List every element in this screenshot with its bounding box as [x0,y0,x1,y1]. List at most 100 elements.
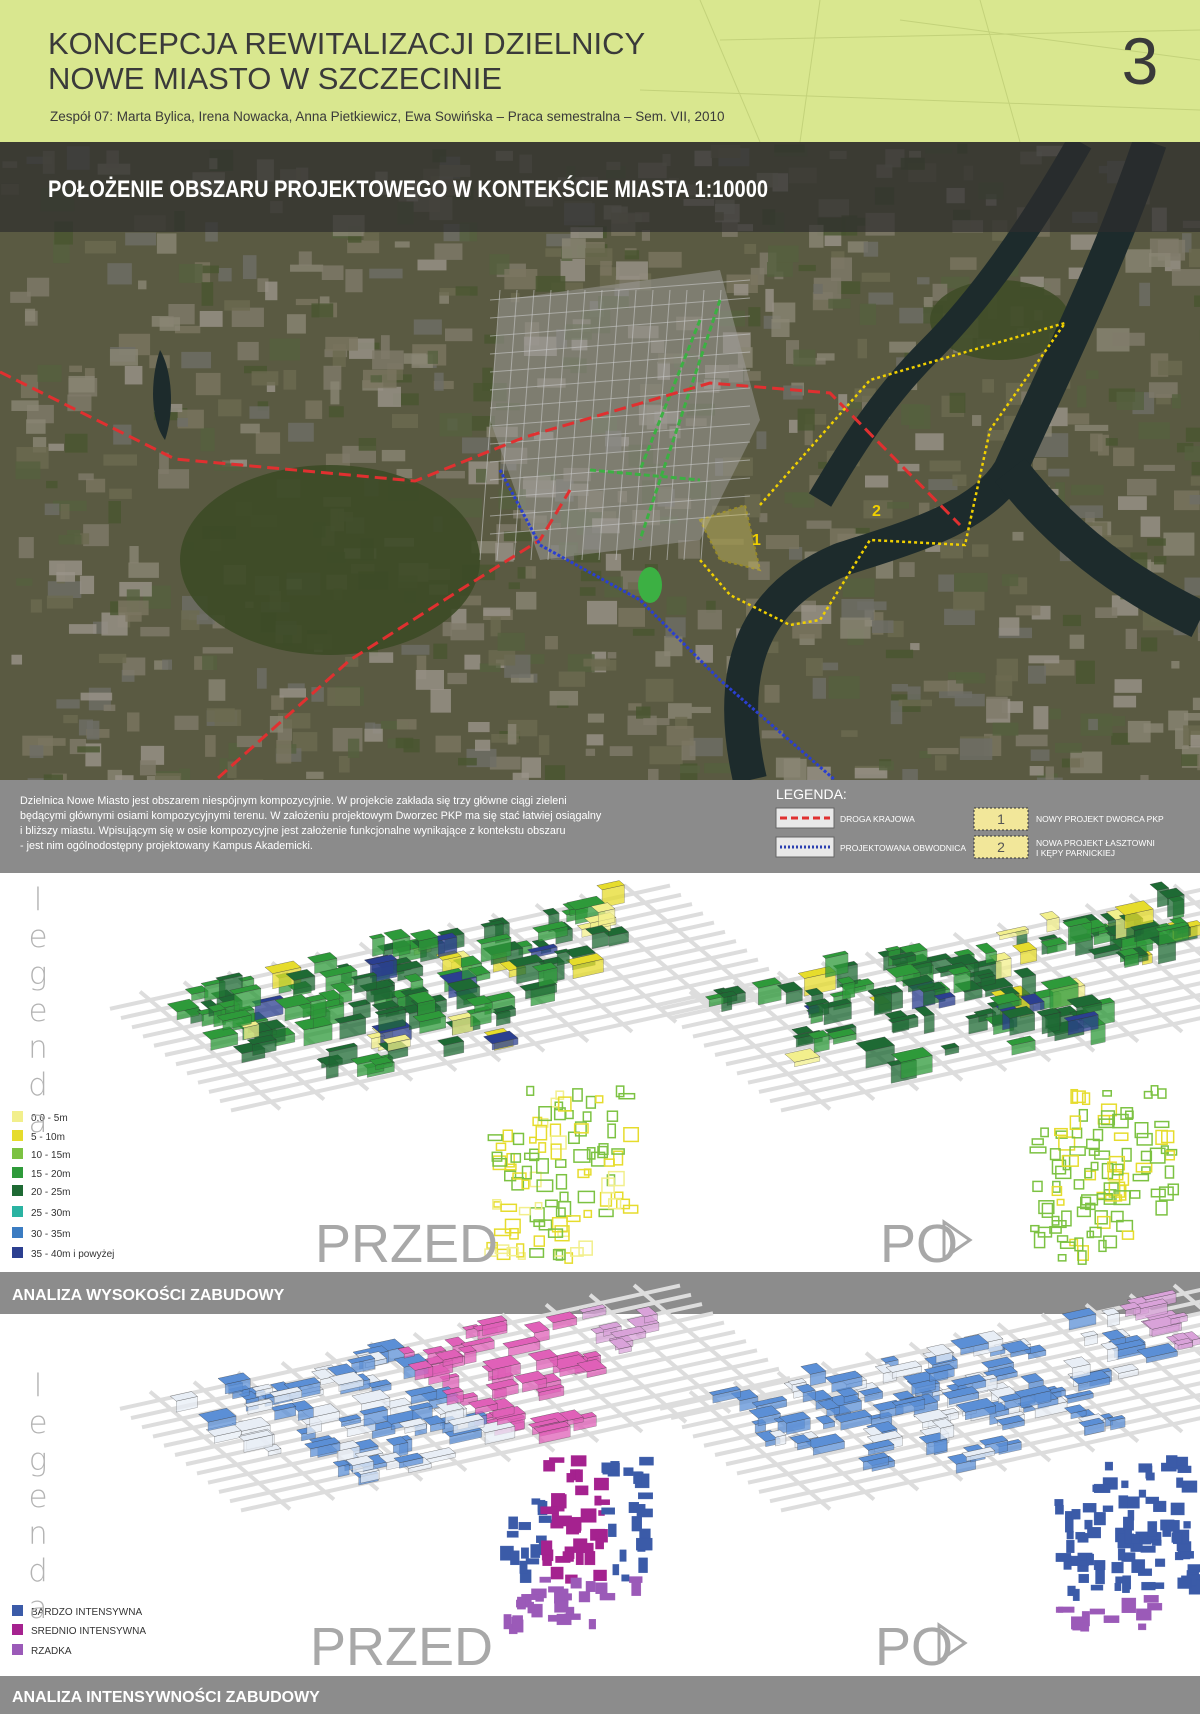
plan-block [598,1208,614,1218]
map-texture [952,474,967,487]
street [1040,1312,1184,1434]
plan-block [595,1582,608,1594]
building-top [1101,1329,1126,1341]
building-top [817,1399,841,1410]
building-top [1149,881,1170,891]
map-texture [68,375,95,393]
map-texture [347,240,380,254]
map-texture [744,371,761,381]
map-texture [457,757,477,766]
building-top [1019,993,1045,1005]
map-texture [783,758,807,780]
map-texture [813,277,842,300]
map-texture [444,328,473,342]
map-texture [821,662,839,671]
building-top [285,969,316,981]
building-top [262,1444,282,1452]
street [780,1016,1200,1113]
street [769,1004,1200,1104]
map-texture [854,767,888,779]
plan-block [622,1204,639,1214]
map-texture [1182,233,1192,253]
map-texture [1184,446,1200,461]
map-texture [497,632,525,651]
legend-swatch [973,835,1029,859]
map-texture [986,696,1008,719]
section-title: ANALIZA WYSOKOŚCI ZABUDOWY [12,1285,285,1304]
map-texture [857,338,868,359]
map-texture [1189,494,1200,505]
map-texture [1112,332,1145,346]
map-texture [1054,742,1082,753]
plan-block [1183,1521,1191,1529]
map-texture [1183,712,1200,721]
map-texture [109,488,132,499]
map-texture [77,746,100,753]
building-top [465,995,493,1007]
map-texture [898,699,933,707]
map-texture [288,422,314,442]
map-texture [938,691,973,699]
plan-block [575,1469,583,1483]
plan-block [1155,1200,1168,1216]
map-texture [377,386,401,407]
plan-block [1118,1184,1127,1201]
building-top [553,948,570,955]
map-texture [286,314,306,334]
building-top [334,1013,367,1024]
map-texture [828,298,851,309]
title-band [0,142,1200,232]
plan-block [1166,1455,1178,1468]
map-texture [63,714,78,724]
map-texture [1095,607,1118,619]
map-texture [202,265,219,274]
plan-block [1164,1165,1175,1179]
plan-block [1104,1194,1123,1202]
street [230,985,792,1113]
building-top [940,1042,960,1050]
map-texture [607,652,617,659]
map-texture [370,375,382,383]
map-texture [816,353,835,361]
plan-block [566,1473,575,1483]
map-texture [1143,464,1175,471]
map-texture [1032,457,1047,470]
plan-block [1102,1090,1113,1097]
plan-block [567,1131,580,1145]
map-texture [771,319,790,337]
plan-block [529,1136,537,1144]
building-top [311,1368,335,1380]
plan-block [1155,1129,1168,1145]
plan-block [623,1126,640,1143]
map-texture [60,503,70,520]
map-texture [345,269,363,293]
map-texture [1140,774,1149,780]
map-texture [538,735,550,756]
building-top [787,1378,807,1386]
map-texture [200,427,215,452]
description-line: - jest nim ogólnodostępny projektowany K… [20,840,313,852]
plan-block [1113,1190,1131,1206]
map-texture [830,257,853,282]
map-texture [271,695,284,710]
building-top [1038,934,1058,941]
building-top [330,982,353,993]
plan-block [623,1467,634,1476]
area-label: 2 [872,503,881,520]
building-top [502,1336,541,1349]
map-texture [971,544,989,557]
map-texture [462,437,491,454]
plan-block [579,1542,594,1553]
plan-block [602,1464,617,1475]
map-texture [605,553,622,571]
plan-block [500,1203,518,1212]
building-top [900,974,935,987]
lake [153,350,172,440]
map-texture [891,683,908,692]
map-texture [1127,478,1157,496]
map-texture [847,241,868,253]
map-texture [953,591,985,611]
map-texture [1069,505,1103,518]
map-texture [364,728,383,742]
plan-block [1081,1092,1091,1106]
